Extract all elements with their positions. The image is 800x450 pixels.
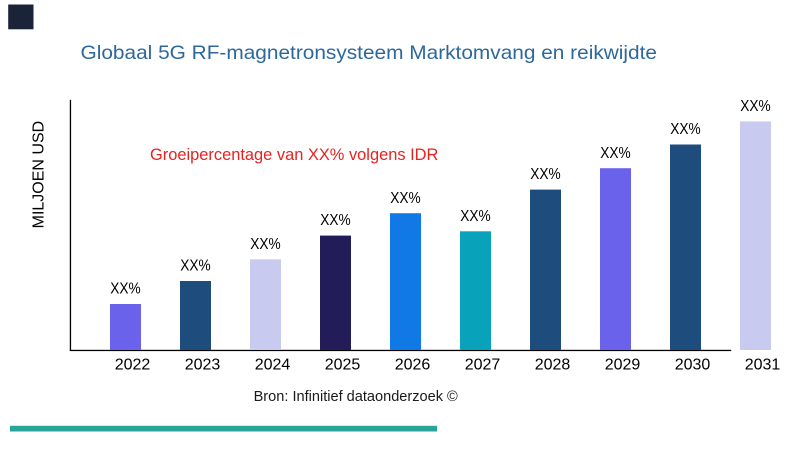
svg-text:XX%: XX% (530, 166, 560, 183)
svg-text:XX%: XX% (250, 236, 280, 253)
svg-text:2026: 2026 (395, 357, 431, 374)
svg-text:2029: 2029 (605, 357, 641, 374)
svg-text:XX%: XX% (110, 281, 140, 298)
svg-text:MILJOEN USD: MILJOEN USD (31, 121, 48, 229)
svg-text:Bron: Infinitief dataonderzoek: Bron: Infinitief dataonderzoek © (254, 388, 458, 405)
svg-text:XX%: XX% (320, 212, 350, 229)
svg-text:XX%: XX% (600, 145, 630, 162)
svg-text:XX%: XX% (740, 98, 770, 115)
svg-text:XX%: XX% (390, 190, 420, 207)
svg-text:Groeipercentage van XX% volgen: Groeipercentage van XX% volgens IDR (150, 146, 438, 164)
svg-text:2024: 2024 (255, 357, 291, 374)
svg-text:2025: 2025 (325, 357, 361, 374)
svg-text:2031: 2031 (745, 357, 781, 374)
svg-text:XX%: XX% (670, 121, 700, 138)
svg-text:Globaal 5G RF-magnetronsysteem: Globaal 5G RF-magnetronsysteem Marktomva… (81, 42, 658, 64)
svg-text:2022: 2022 (115, 357, 151, 374)
svg-text:XX%: XX% (180, 258, 210, 275)
svg-text:XX%: XX% (460, 208, 490, 225)
svg-text:2028: 2028 (535, 357, 571, 374)
svg-text:2030: 2030 (675, 357, 711, 374)
svg-text:2027: 2027 (465, 357, 501, 374)
svg-text:2023: 2023 (185, 357, 221, 374)
